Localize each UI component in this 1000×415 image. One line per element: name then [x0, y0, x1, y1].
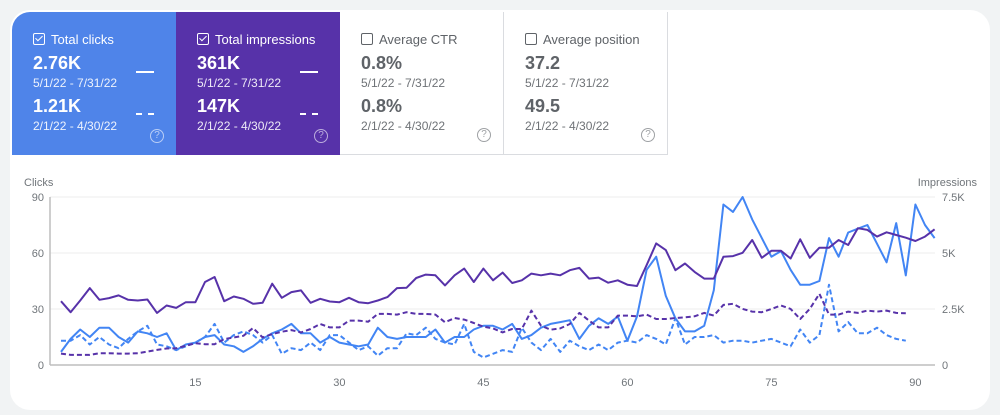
y-left-tick-label: 60: [32, 248, 44, 260]
help-icon[interactable]: ?: [150, 129, 164, 143]
series-line-clicks-previous: [61, 283, 906, 359]
card-title: Average CTR: [379, 32, 458, 47]
dashed-line-legend-icon: [300, 113, 318, 115]
previous-range: 2/1/22 - 4/30/22: [361, 119, 446, 133]
current-range: 5/1/22 - 7/31/22: [361, 76, 446, 90]
checkbox-unchecked-icon[interactable]: [525, 33, 537, 45]
y-right-tick-label: 7.5K: [942, 192, 965, 204]
y-right-tick-label: 0: [942, 360, 948, 372]
checkbox-checked-icon[interactable]: [197, 33, 209, 45]
current-value: 37.2: [525, 53, 561, 73]
y-axis-left-label: Clicks: [24, 177, 54, 189]
current-value: 361K: [197, 53, 241, 73]
card-title: Total clicks: [51, 32, 114, 47]
dashed-line-legend-icon: [136, 113, 154, 115]
checkbox-checked-icon[interactable]: [33, 33, 45, 45]
metric-card-total-impressions[interactable]: Total impressions 361K 5/1/22 - 7/31/22 …: [176, 12, 340, 155]
previous-value: 0.8%: [361, 96, 403, 116]
y-left-tick-label: 30: [32, 304, 44, 316]
metric-card-average-ctr[interactable]: Average CTR 0.8% 5/1/22 - 7/31/22 0.8% 2…: [340, 12, 504, 155]
help-icon[interactable]: ?: [477, 128, 491, 142]
previous-range: 2/1/22 - 4/30/22: [197, 119, 282, 133]
help-icon[interactable]: ?: [314, 129, 328, 143]
series-line-clicks-current: [60, 196, 936, 353]
x-tick-label: 30: [333, 377, 345, 389]
current-range: 5/1/22 - 7/31/22: [525, 76, 610, 90]
y-right-tick-label: 2.5K: [942, 304, 965, 316]
metric-card-total-clicks[interactable]: Total clicks 2.76K 5/1/22 - 7/31/22 1.21…: [12, 12, 176, 155]
x-tick-label: 75: [765, 377, 777, 389]
y-right-tick-label: 5K: [942, 248, 956, 260]
current-value: 2.76K: [33, 53, 82, 73]
previous-value: 1.21K: [33, 96, 82, 116]
solid-line-legend-icon: [136, 71, 154, 73]
solid-line-legend-icon: [300, 71, 318, 73]
previous-value: 147K: [197, 96, 241, 116]
checkbox-unchecked-icon[interactable]: [361, 33, 373, 45]
card-title: Average position: [543, 32, 640, 47]
x-tick-label: 60: [621, 377, 633, 389]
metric-card-average-position[interactable]: Average position 37.2 5/1/22 - 7/31/22 4…: [504, 12, 668, 155]
x-tick-label: 15: [189, 377, 201, 389]
current-value: 0.8%: [361, 53, 403, 73]
previous-value: 49.5: [525, 96, 561, 116]
x-tick-label: 45: [477, 377, 489, 389]
y-left-tick-label: 90: [32, 192, 44, 204]
previous-range: 2/1/22 - 4/30/22: [525, 119, 610, 133]
current-range: 5/1/22 - 7/31/22: [197, 76, 282, 90]
x-tick-label: 90: [909, 377, 921, 389]
series-line-impressions-current: [60, 227, 936, 314]
help-icon[interactable]: ?: [641, 128, 655, 142]
current-range: 5/1/22 - 7/31/22: [33, 76, 118, 90]
card-title: Total impressions: [215, 32, 316, 47]
previous-range: 2/1/22 - 4/30/22: [33, 119, 118, 133]
y-left-tick-label: 0: [38, 360, 44, 372]
y-axis-right-label: Impressions: [918, 177, 978, 189]
